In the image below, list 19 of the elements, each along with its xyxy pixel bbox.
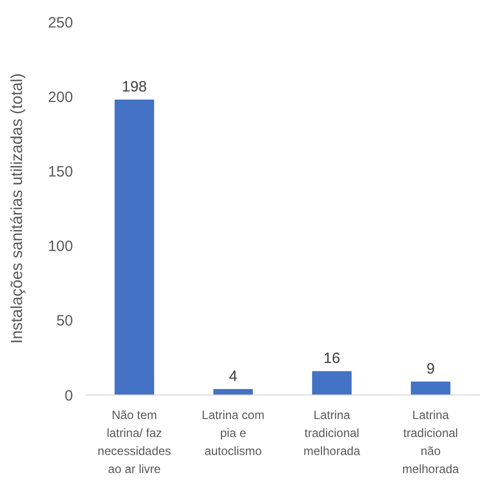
y-axis-title: Instalações sanitárias utilizadas (total) xyxy=(9,73,26,344)
y-tick-label: 50 xyxy=(56,312,73,330)
y-tick-label: 100 xyxy=(48,238,73,256)
x-tick-label: Latrina tradicional melhorada xyxy=(304,408,361,458)
data-label: 9 xyxy=(426,360,435,378)
data-label: 198 xyxy=(122,78,147,96)
y-tick-label: 250 xyxy=(48,14,73,32)
data-label: 16 xyxy=(324,350,340,368)
data-label: 4 xyxy=(228,368,238,386)
bar xyxy=(213,389,253,395)
bar xyxy=(410,382,450,395)
y-tick-label: 0 xyxy=(64,387,73,404)
x-tick-label: Latrina tradicional não melhorada xyxy=(402,408,460,476)
bar xyxy=(312,371,352,395)
x-tick-label: Não tem latrina/ faz necessidades ao ar livre xyxy=(98,408,172,476)
y-tick-label: 150 xyxy=(48,163,73,180)
y-tick-label: 200 xyxy=(48,88,73,106)
bar xyxy=(114,100,154,395)
x-tick-label: Latrina com pia e autoclismo xyxy=(202,408,264,458)
